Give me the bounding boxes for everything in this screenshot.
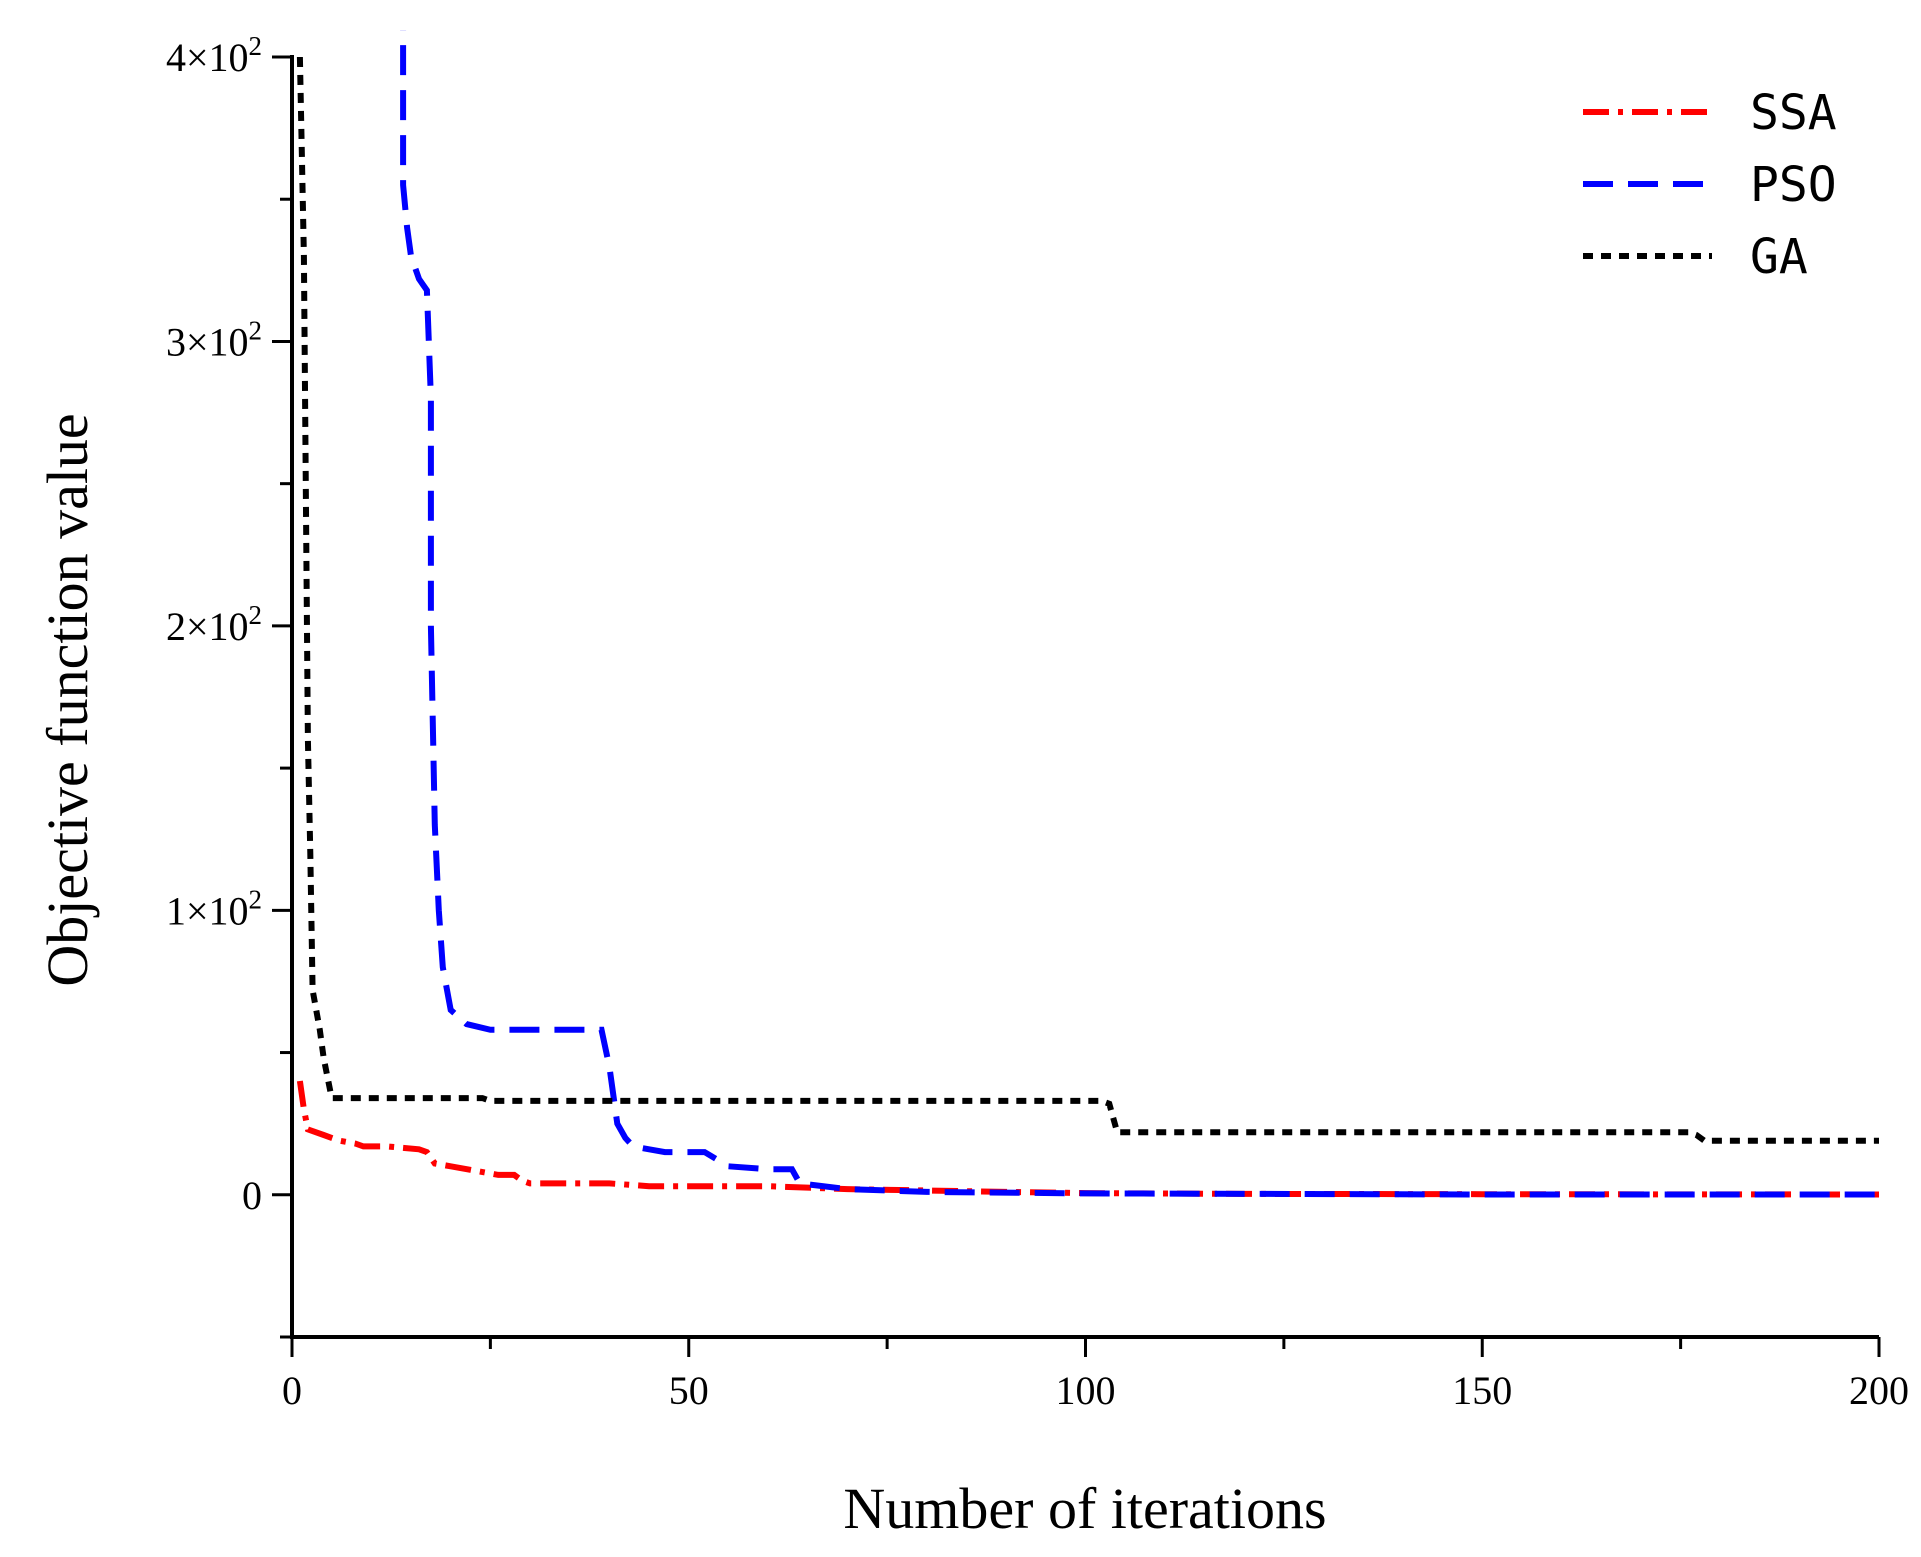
series-line-ssa xyxy=(296,1080,1880,1198)
legend-label-ssa: SSA xyxy=(1750,85,1837,141)
y-tick-label: 4×102 xyxy=(166,31,262,80)
legend-label-pso: PSO xyxy=(1750,157,1837,213)
legend-label-ga: GA xyxy=(1750,229,1808,285)
y-axis-title: Objective function value xyxy=(35,413,100,986)
legend: SSA PSO GA xyxy=(1583,85,1837,285)
y-tick-label: 1×102 xyxy=(166,884,262,933)
x-tick-label: 150 xyxy=(1452,1368,1512,1413)
y-tick-label: 3×102 xyxy=(166,315,262,364)
x-tick-label: 50 xyxy=(669,1368,709,1413)
x-axis-title: Number of iterations xyxy=(843,1476,1326,1541)
series-line-ga xyxy=(296,56,1879,1144)
x-tick-label: 100 xyxy=(1056,1368,1116,1413)
axes: 0 50 100 150 200 0 1×102 2×102 3×102 4×102 xyxy=(166,31,1909,1413)
series-line-pso xyxy=(400,30,1879,1198)
x-tick-label: 200 xyxy=(1849,1368,1909,1413)
y-tick-label: 0 xyxy=(242,1173,262,1218)
y-tick-label: 2×102 xyxy=(166,600,262,649)
plot-area xyxy=(296,30,1880,1198)
x-tick-label: 0 xyxy=(282,1368,302,1413)
